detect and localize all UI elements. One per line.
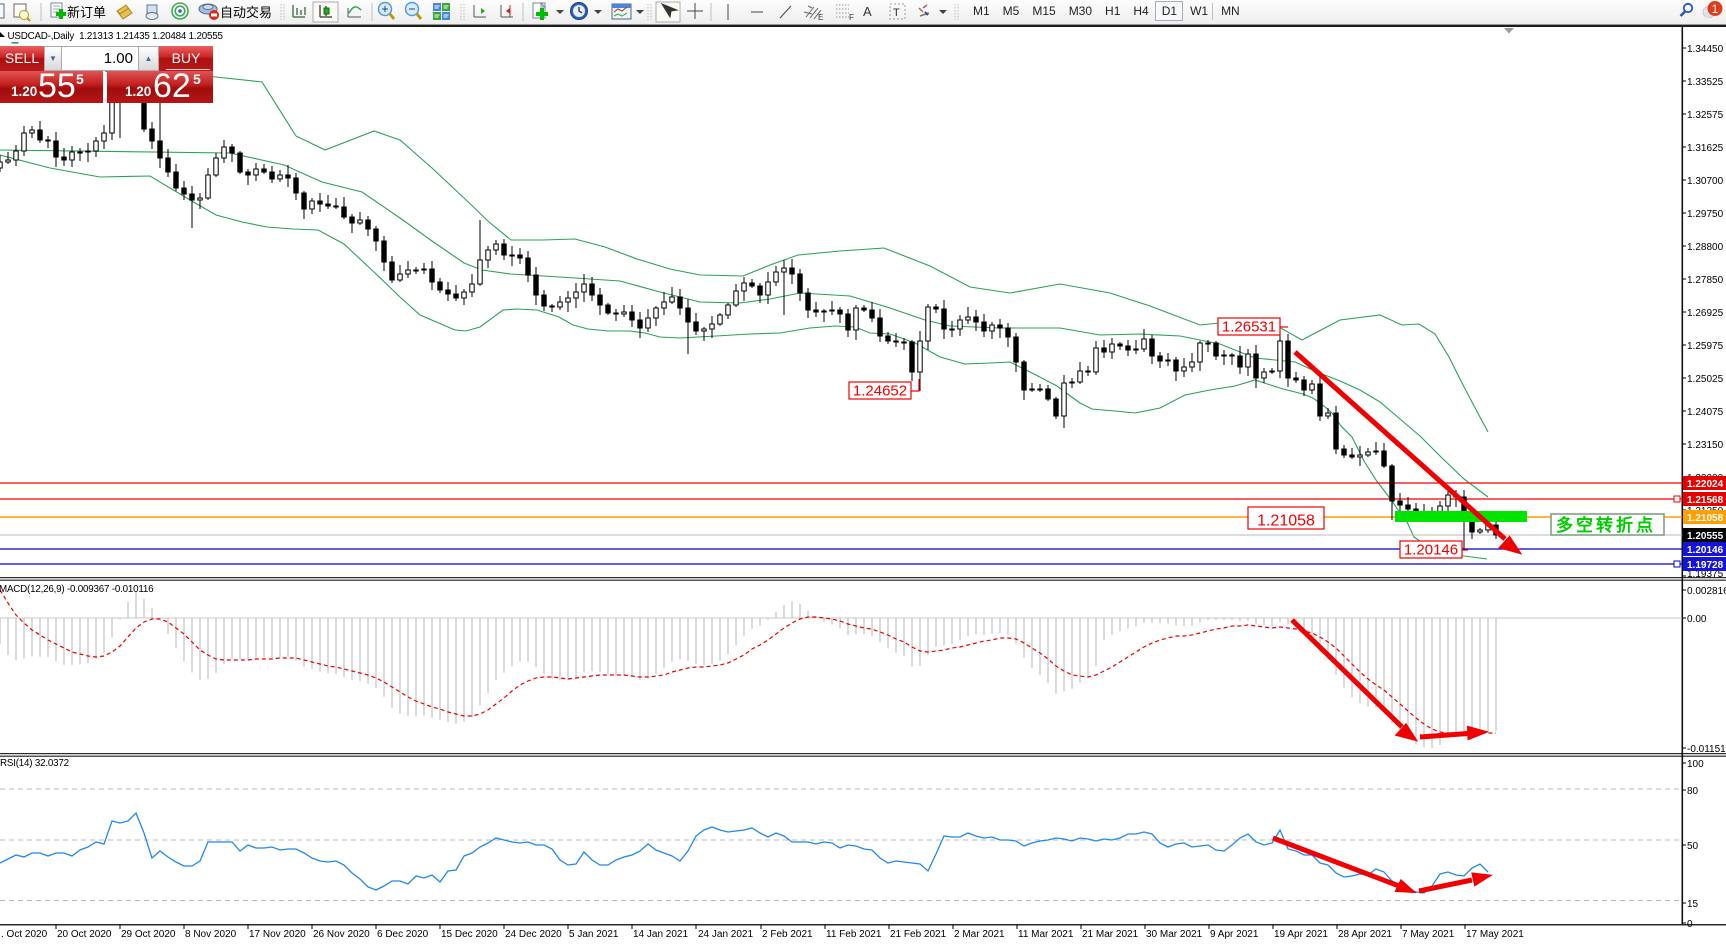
svg-text:1.20146: 1.20146: [1404, 542, 1458, 559]
svg-text:26 Nov 2020: 26 Nov 2020: [313, 929, 370, 940]
svg-text:1.25025: 1.25025: [1687, 374, 1724, 385]
svg-text:USDCAD-,Daily 1.21313 1.21435: USDCAD-,Daily 1.21313 1.21435 1.20484 1.…: [8, 31, 224, 42]
svg-text:1.33525: 1.33525: [1687, 77, 1724, 88]
svg-text:0: 0: [1687, 919, 1693, 930]
svg-text:0.002816: 0.002816: [1687, 586, 1726, 597]
svg-text:1.26531: 1.26531: [1222, 319, 1276, 336]
svg-text:1: 1: [1712, 2, 1719, 16]
svg-text:24 Dec 2020: 24 Dec 2020: [505, 929, 562, 940]
svg-text:MACD(12,26,9) -0.009367 -0.010: MACD(12,26,9) -0.009367 -0.010116: [0, 584, 154, 595]
svg-text:17 Nov 2020: 17 Nov 2020: [249, 929, 306, 940]
svg-text:11 Mar 2021: 11 Mar 2021: [1018, 929, 1074, 940]
svg-text:新订单: 新订单: [67, 5, 106, 20]
svg-text:30 Mar 2021: 30 Mar 2021: [1146, 929, 1203, 940]
svg-text:1.25975: 1.25975: [1687, 341, 1724, 352]
svg-text:1.19728: 1.19728: [1687, 560, 1724, 571]
svg-text:1.21058: 1.21058: [1257, 513, 1315, 530]
svg-text:1.20555: 1.20555: [1687, 531, 1724, 542]
svg-text:1.21058: 1.21058: [1687, 513, 1724, 524]
svg-text:0.00: 0.00: [1687, 614, 1707, 625]
svg-text:1.22024: 1.22024: [1687, 479, 1724, 490]
svg-text:自动交易: 自动交易: [220, 5, 272, 20]
svg-text:1.31625: 1.31625: [1687, 143, 1724, 154]
svg-text:1.27850: 1.27850: [1687, 275, 1724, 286]
svg-text:15 Dec 2020: 15 Dec 2020: [441, 929, 498, 940]
svg-text:1.19375: 1.19375: [1687, 569, 1724, 580]
svg-text:F: F: [849, 13, 854, 22]
svg-text:1.34450: 1.34450: [1687, 44, 1724, 55]
svg-text:7 May 2021: 7 May 2021: [1402, 929, 1455, 940]
svg-text:1.23150: 1.23150: [1687, 440, 1724, 451]
svg-text:1.26925: 1.26925: [1687, 308, 1724, 319]
svg-text:E: E: [818, 13, 823, 22]
svg-text:1.20146: 1.20146: [1687, 545, 1724, 556]
svg-text:100: 100: [1687, 759, 1704, 770]
svg-text:50: 50: [1687, 841, 1699, 852]
svg-text:-0.011518: -0.011518: [1687, 744, 1726, 755]
svg-text:T: T: [893, 7, 900, 19]
svg-text:8 Nov 2020: 8 Nov 2020: [185, 929, 237, 940]
svg-text:29 Oct 2020: 29 Oct 2020: [121, 929, 176, 940]
svg-text:1.32575: 1.32575: [1687, 110, 1724, 121]
svg-text:5 Jan 2021: 5 Jan 2021: [569, 929, 619, 940]
svg-text:11 Feb 2021: 11 Feb 2021: [826, 929, 882, 940]
svg-text:1.28800: 1.28800: [1687, 242, 1724, 253]
svg-text:1.21568: 1.21568: [1687, 495, 1724, 506]
svg-text:21 Mar 2021: 21 Mar 2021: [1082, 929, 1139, 940]
svg-text:24 Jan 2021: 24 Jan 2021: [698, 929, 753, 940]
svg-text:28 Apr 2021: 28 Apr 2021: [1338, 929, 1392, 940]
svg-text:80: 80: [1687, 786, 1699, 797]
svg-text:1.30700: 1.30700: [1687, 176, 1724, 187]
svg-text:2 Feb 2021: 2 Feb 2021: [762, 929, 813, 940]
svg-text:1.24652: 1.24652: [853, 383, 907, 400]
svg-text:RSI(14) 32.0372: RSI(14) 32.0372: [0, 758, 69, 769]
svg-text:15: 15: [1687, 899, 1699, 910]
svg-text:多空转折点: 多空转折点: [1556, 515, 1656, 535]
svg-text:19 Apr 2021: 19 Apr 2021: [1274, 929, 1328, 940]
svg-text:1.24075: 1.24075: [1687, 407, 1724, 418]
svg-text:20 Oct 2020: 20 Oct 2020: [57, 929, 112, 940]
svg-text:. Oct 2020: . Oct 2020: [1, 929, 48, 940]
svg-text:A: A: [863, 4, 872, 19]
svg-text:21 Feb 2021: 21 Feb 2021: [890, 929, 947, 940]
svg-text:2 Mar 2021: 2 Mar 2021: [954, 929, 1005, 940]
svg-text:6 Dec 2020: 6 Dec 2020: [377, 929, 429, 940]
svg-text:9 Apr 2021: 9 Apr 2021: [1210, 929, 1259, 940]
svg-text:1.29750: 1.29750: [1687, 209, 1724, 220]
svg-text:14 Jan 2021: 14 Jan 2021: [633, 929, 688, 940]
svg-text:17 May 2021: 17 May 2021: [1466, 929, 1524, 940]
